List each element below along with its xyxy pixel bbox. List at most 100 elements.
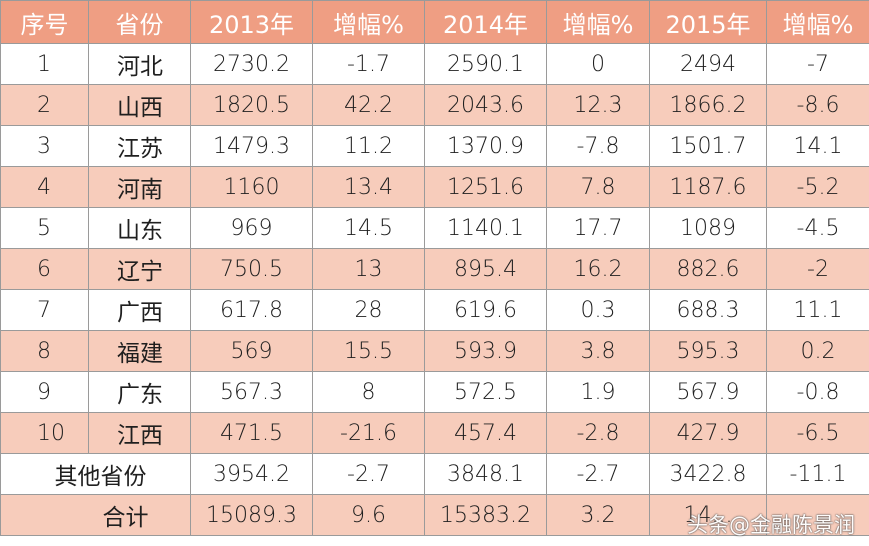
cell-growth-2013: -1.7 — [312, 43, 425, 85]
table-row: 9 广东 567.3 8 572.5 1.9 567.9 -0.8 — [0, 371, 869, 413]
cell-rank: 3 — [0, 125, 89, 167]
cell-growth-2013: 14.5 — [312, 207, 425, 249]
cell-rank: 9 — [0, 371, 89, 413]
cell-rank: 8 — [0, 330, 89, 372]
cell-growth-2014: 7.8 — [546, 166, 650, 208]
cell-rank: 2 — [0, 84, 89, 126]
cell-value-2013: 750.5 — [190, 248, 313, 290]
cell-province: 山西 — [88, 84, 191, 126]
cell-value-2015: 688.3 — [649, 289, 767, 331]
cell-province: 河北 — [88, 43, 191, 85]
cell-province: 广西 — [88, 289, 191, 331]
cell-growth-2014: 16.2 — [546, 248, 650, 290]
header-province: 省份 — [88, 0, 191, 44]
cell-growth-2013: 9.6 — [312, 494, 425, 536]
cell-value-2014: 895.4 — [424, 248, 547, 290]
cell-province: 江西 — [88, 412, 191, 454]
cell-value-2015: 567.9 — [649, 371, 767, 413]
header-growth-2014: 增幅% — [546, 0, 650, 44]
cell-province: 江苏 — [88, 125, 191, 167]
cell-growth-2015 — [766, 494, 869, 536]
table-row: 7 广西 617.8 28 619.6 0.3 688.3 11.1 — [0, 289, 869, 331]
cell-value-2015: 1187.6 — [649, 166, 767, 208]
cell-growth-2014: 17.7 — [546, 207, 650, 249]
header-2013: 2013年 — [190, 0, 313, 44]
cell-growth-2014: -2.7 — [546, 453, 650, 495]
header-growth-2013: 增幅% — [312, 0, 425, 44]
cell-growth-2014: 12.3 — [546, 84, 650, 126]
cell-value-2013: 969 — [190, 207, 313, 249]
cell-growth-2015: 11.1 — [766, 289, 869, 331]
header-2015: 2015年 — [649, 0, 767, 44]
cell-value-2013: 1160 — [190, 166, 313, 208]
cell-value-2014: 1140.1 — [424, 207, 547, 249]
cell-value-2013: 569 — [190, 330, 313, 372]
cell-value-2014: 3848.1 — [424, 453, 547, 495]
cell-value-2013: 471.5 — [190, 412, 313, 454]
cell-value-2015: 427.9 — [649, 412, 767, 454]
cell-growth-2015: 0.2 — [766, 330, 869, 372]
cell-growth-2015: -6.5 — [766, 412, 869, 454]
cell-rank: 10 — [0, 412, 89, 454]
cell-growth-2013: -2.7 — [312, 453, 425, 495]
cell-value-2013: 1479.3 — [190, 125, 313, 167]
cell-value-2013: 617.8 — [190, 289, 313, 331]
cell-rank: 5 — [0, 207, 89, 249]
cell-value-2015: 3422.8 — [649, 453, 767, 495]
cell-province: 福建 — [88, 330, 191, 372]
cell-province: 辽宁 — [88, 248, 191, 290]
cell-summary-label: 其他省份 — [0, 453, 191, 495]
cell-growth-2015: -8.6 — [766, 84, 869, 126]
header-row: 序号 省份 2013年 增幅% 2014年 增幅% 2015年 增幅% — [0, 0, 869, 44]
total-row: 合计 15089.3 9.6 15383.2 3.2 14... — [0, 494, 869, 536]
cell-growth-2013: 42.2 — [312, 84, 425, 126]
cell-value-2014: 457.4 — [424, 412, 547, 454]
cell-value-2013: 1820.5 — [190, 84, 313, 126]
header-rank: 序号 — [0, 0, 89, 44]
table-row: 4 河南 1160 13.4 1251.6 7.8 1187.6 -5.2 — [0, 166, 869, 208]
cell-growth-2013: 8 — [312, 371, 425, 413]
cell-growth-2013: 28 — [312, 289, 425, 331]
cell-value-2015: 2494 — [649, 43, 767, 85]
cell-growth-2013: 15.5 — [312, 330, 425, 372]
cell-value-2015: 882.6 — [649, 248, 767, 290]
cell-value-2013: 15089.3 — [190, 494, 313, 536]
cell-growth-2014: 3.2 — [546, 494, 650, 536]
cell-rank: 1 — [0, 43, 89, 85]
cell-value-2015: 14... — [649, 494, 767, 536]
cell-growth-2014: 0.3 — [546, 289, 650, 331]
cell-province: 山东 — [88, 207, 191, 249]
cell-summary-label: 合计 — [0, 494, 191, 536]
cell-value-2013: 567.3 — [190, 371, 313, 413]
cell-growth-2013: 13.4 — [312, 166, 425, 208]
cell-value-2015: 1501.7 — [649, 125, 767, 167]
cell-value-2014: 572.5 — [424, 371, 547, 413]
cell-rank: 7 — [0, 289, 89, 331]
table-row: 8 福建 569 15.5 593.9 3.8 595.3 0.2 — [0, 330, 869, 372]
cell-growth-2014: -2.8 — [546, 412, 650, 454]
cell-value-2014: 2590.1 — [424, 43, 547, 85]
cell-value-2015: 595.3 — [649, 330, 767, 372]
cell-value-2014: 619.6 — [424, 289, 547, 331]
cell-growth-2014: 3.8 — [546, 330, 650, 372]
cell-value-2013: 2730.2 — [190, 43, 313, 85]
cell-province: 河南 — [88, 166, 191, 208]
cell-growth-2015: -2 — [766, 248, 869, 290]
cell-growth-2015: 14.1 — [766, 125, 869, 167]
header-2014: 2014年 — [424, 0, 547, 44]
header-growth-2015: 增幅% — [766, 0, 869, 44]
other-provinces-row: 其他省份 3954.2 -2.7 3848.1 -2.7 3422.8 -11.1 — [0, 453, 869, 495]
cell-value-2015: 1866.2 — [649, 84, 767, 126]
cell-rank: 6 — [0, 248, 89, 290]
table-row: 5 山东 969 14.5 1140.1 17.7 1089 -4.5 — [0, 207, 869, 249]
table-row: 1 河北 2730.2 -1.7 2590.1 0 2494 -7 — [0, 43, 869, 85]
cell-growth-2015: -5.2 — [766, 166, 869, 208]
table-row: 3 江苏 1479.3 11.2 1370.9 -7.8 1501.7 14.1 — [0, 125, 869, 167]
cell-value-2013: 3954.2 — [190, 453, 313, 495]
cell-growth-2015: -11.1 — [766, 453, 869, 495]
cell-value-2014: 1251.6 — [424, 166, 547, 208]
cell-value-2015: 1089 — [649, 207, 767, 249]
cell-value-2014: 593.9 — [424, 330, 547, 372]
table-row: 6 辽宁 750.5 13 895.4 16.2 882.6 -2 — [0, 248, 869, 290]
